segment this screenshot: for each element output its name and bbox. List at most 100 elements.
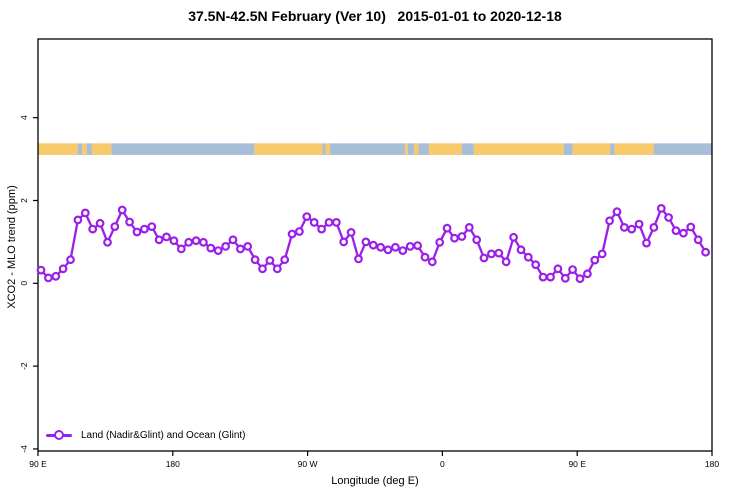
band-land-segment — [428, 143, 462, 155]
data-point — [398, 246, 408, 256]
band-land-segment — [572, 143, 611, 155]
data-point — [302, 212, 312, 222]
band-ocean-segment — [407, 143, 414, 155]
data-point — [73, 215, 83, 225]
data-point — [110, 222, 120, 232]
data-point — [132, 227, 142, 237]
data-point — [162, 232, 171, 242]
data-point — [590, 255, 600, 265]
y-tick-label: -4 — [19, 445, 29, 453]
data-point — [44, 273, 53, 283]
data-point — [479, 253, 489, 263]
data-point — [442, 223, 452, 233]
band-ocean-segment — [77, 143, 83, 155]
data-point — [531, 260, 541, 270]
data-point — [627, 224, 637, 234]
data-point — [671, 226, 681, 236]
data-point — [139, 224, 149, 234]
data-point — [265, 256, 275, 265]
data-point — [568, 265, 577, 275]
data-point — [147, 222, 157, 232]
data-point — [560, 273, 570, 283]
data-point — [324, 217, 334, 227]
data-point — [346, 227, 356, 237]
band-ocean-segment — [563, 143, 573, 155]
series-markers — [36, 203, 710, 284]
band-land-segment — [325, 143, 331, 155]
data-point — [228, 235, 238, 245]
x-tick-label: 90 W — [298, 459, 318, 469]
data-point — [317, 224, 327, 234]
data-point — [435, 237, 445, 247]
band-ocean-segment — [111, 143, 255, 155]
x-tick-label: 180 — [166, 459, 180, 469]
band-land-segment — [413, 143, 419, 155]
data-point — [250, 255, 260, 265]
data-point — [501, 257, 511, 267]
data-point — [538, 272, 548, 282]
data-point — [583, 269, 592, 279]
data-point — [391, 242, 400, 252]
band-ocean-segment — [461, 143, 474, 155]
band-ocean-segment — [86, 143, 92, 155]
data-point — [191, 236, 201, 246]
x-tick-label: 90 E — [568, 459, 586, 469]
y-tick-label: 4 — [19, 115, 29, 120]
data-point — [88, 224, 98, 234]
band-ocean-segment — [653, 143, 712, 155]
data-point — [125, 217, 135, 227]
data-point — [354, 254, 363, 264]
legend-circle-icon — [54, 430, 64, 440]
land-ocean-band — [38, 143, 712, 155]
data-point — [664, 213, 673, 222]
data-point — [51, 271, 61, 281]
data-point — [58, 264, 68, 274]
data-point — [516, 245, 526, 255]
data-point — [295, 227, 304, 236]
band-land-segment — [254, 143, 323, 155]
band-land-segment — [91, 143, 112, 155]
data-point — [679, 228, 688, 238]
series-line-marker-icon — [46, 429, 72, 441]
data-point — [494, 248, 504, 258]
data-point — [457, 232, 467, 241]
x-axis-label: Longitude (deg E) — [331, 475, 419, 487]
data-point — [280, 255, 290, 265]
data-point — [464, 222, 474, 232]
data-point — [221, 241, 231, 251]
band-ocean-segment — [418, 143, 429, 155]
band-land-segment — [473, 143, 564, 155]
data-point — [176, 244, 186, 254]
data-point — [693, 235, 703, 245]
data-point — [169, 236, 179, 246]
band-ocean-segment — [330, 143, 405, 155]
data-point — [272, 264, 282, 274]
data-point — [509, 232, 518, 242]
data-point — [154, 235, 164, 245]
data-point — [258, 264, 267, 274]
data-point — [642, 238, 651, 248]
band-ocean-segment — [610, 143, 615, 155]
data-point — [80, 208, 90, 218]
band-land-segment — [38, 143, 78, 155]
data-point — [605, 216, 614, 226]
data-point — [523, 252, 533, 262]
chart-title: 37.5N-42.5N February (Ver 10) 2015-01-01… — [188, 8, 562, 24]
x-axis-ticks: 90 E 180 90 W 0 90 E 180 — [29, 451, 719, 469]
data-point — [575, 274, 585, 284]
data-point — [701, 247, 710, 257]
data-point — [472, 235, 482, 245]
data-point — [213, 246, 223, 256]
band-land-segment — [404, 143, 408, 155]
data-point — [309, 217, 319, 227]
data-point — [405, 241, 415, 251]
data-point — [612, 207, 622, 217]
y-tick-label: 2 — [19, 198, 29, 203]
data-point — [546, 272, 555, 282]
data-point — [184, 237, 194, 247]
data-point — [206, 243, 216, 253]
x-tick-label: 180 — [705, 459, 719, 469]
data-point — [243, 241, 253, 251]
